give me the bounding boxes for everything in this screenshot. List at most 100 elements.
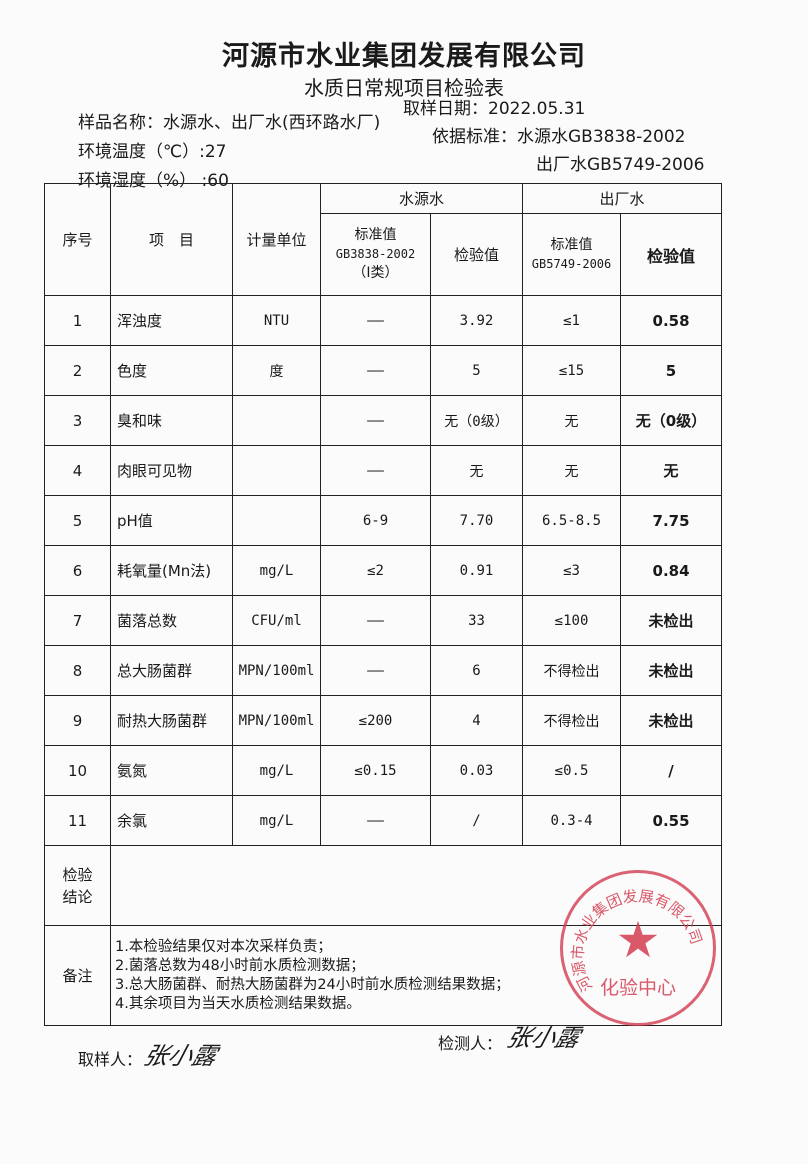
sample-name: 样品名称：水源水、出厂水(西环路水厂) bbox=[78, 113, 381, 133]
row-source-value: 无 bbox=[429, 445, 524, 496]
row-output-standard: ≤100 bbox=[522, 595, 622, 646]
source-standard-code: GB3838-2002 bbox=[335, 247, 416, 261]
row-unit: MPN/100ml bbox=[232, 645, 321, 696]
table-row: 9 耐热大肠菌群 MPN/100ml ≤200 4 不得检出 未检出 bbox=[44, 695, 723, 746]
row-unit: mg/L bbox=[232, 795, 321, 846]
inspection-table: 序号 项 目 计量单位 水源水 出厂水 标准值 GB3838-2002 （Ⅰ类）… bbox=[44, 183, 723, 1026]
row-output-standard: 无 bbox=[522, 395, 622, 446]
row-source-value: 33 bbox=[429, 595, 524, 646]
row-output-value: 无 bbox=[620, 445, 723, 496]
header-no: 序号 bbox=[44, 183, 111, 296]
header-source-water: 水源水 bbox=[319, 183, 524, 214]
company-seal: 河源市水业集团发展有限公司 ★ 化验中心 bbox=[560, 870, 716, 1026]
row-no: 6 bbox=[44, 545, 111, 596]
row-output-standard: ≤15 bbox=[522, 345, 622, 396]
row-unit: 度 bbox=[232, 345, 321, 396]
row-no: 4 bbox=[44, 445, 111, 496]
row-item: 臭和味 bbox=[110, 395, 233, 446]
header-source-standard: 标准值 GB3838-2002 （Ⅰ类） bbox=[320, 213, 431, 296]
header-item: 项 目 bbox=[110, 183, 233, 296]
row-source-value: 7.70 bbox=[429, 495, 524, 546]
standard-source: 依据标准：水源水GB3838-2002 bbox=[432, 127, 686, 147]
note-item: 2.菌落总数为48小时前水质检测数据； bbox=[115, 957, 365, 974]
row-source-standard: —— bbox=[320, 295, 431, 346]
row-item: 肉眼可见物 bbox=[110, 445, 233, 496]
row-source-value: / bbox=[429, 795, 524, 846]
tester-label: 检测人： bbox=[438, 1034, 503, 1053]
row-source-standard: ≤2 bbox=[320, 545, 431, 596]
row-output-value: 未检出 bbox=[620, 645, 723, 696]
row-source-value: 5 bbox=[429, 345, 524, 396]
row-no: 2 bbox=[44, 345, 111, 396]
row-output-value: / bbox=[620, 745, 723, 796]
sampler-label: 取样人： bbox=[78, 1050, 143, 1069]
row-output-value: 无（0级） bbox=[620, 395, 723, 446]
header-output-value: 检验值 bbox=[620, 213, 723, 296]
row-source-standard: —— bbox=[320, 645, 431, 696]
row-source-standard: —— bbox=[320, 795, 431, 846]
notes-label: 备注 bbox=[44, 925, 111, 1026]
row-source-standard: ≤0.15 bbox=[320, 745, 431, 796]
row-output-value: 7.75 bbox=[620, 495, 723, 546]
table-row: 4 肉眼可见物 —— 无无无 bbox=[44, 445, 723, 496]
seal-ring-text: 河源市水业集团发展有限公司 bbox=[569, 887, 706, 995]
row-unit bbox=[232, 445, 321, 496]
row-output-standard: 6.5-8.5 bbox=[522, 495, 622, 546]
row-item: 氨氮 bbox=[110, 745, 233, 796]
row-source-value: 3.92 bbox=[429, 295, 524, 346]
row-item: 耐热大肠菌群 bbox=[110, 695, 233, 746]
row-no: 9 bbox=[44, 695, 111, 746]
row-unit: mg/L bbox=[232, 545, 321, 596]
row-output-standard: 不得检出 bbox=[522, 695, 622, 746]
row-no: 1 bbox=[44, 295, 111, 346]
header-output-water: 出厂水 bbox=[522, 183, 723, 214]
row-output-value: 0.58 bbox=[620, 295, 723, 346]
row-no: 11 bbox=[44, 795, 111, 846]
row-item: 总大肠菌群 bbox=[110, 645, 233, 696]
row-output-standard: ≤0.5 bbox=[522, 745, 622, 796]
row-unit bbox=[232, 495, 321, 546]
row-output-standard: ≤3 bbox=[522, 545, 622, 596]
row-output-standard: 不得检出 bbox=[522, 645, 622, 696]
row-unit bbox=[232, 395, 321, 446]
row-item: 耗氧量(Mn法) bbox=[110, 545, 233, 596]
star-icon: ★ bbox=[615, 911, 661, 969]
row-output-standard: 0.3-4 bbox=[522, 795, 622, 846]
row-source-value: 4 bbox=[429, 695, 524, 746]
table-row: 3 臭和味 —— 无（0级）无无（0级） bbox=[44, 395, 723, 446]
note-item: 3.总大肠菌群、耐热大肠菌群为24小时前水质检测结果数据； bbox=[115, 976, 510, 993]
table-row: 5 pH值 6-9 7.70 6.5-8.5 7.75 bbox=[44, 495, 723, 546]
temperature: 环境温度（℃）:27 bbox=[78, 142, 227, 162]
header-unit: 计量单位 bbox=[232, 183, 321, 296]
row-item: 浑浊度 bbox=[110, 295, 233, 346]
row-output-standard: 无 bbox=[522, 445, 622, 496]
row-unit: mg/L bbox=[232, 745, 321, 796]
row-source-value: 6 bbox=[429, 645, 524, 696]
row-source-value: 0.91 bbox=[429, 545, 524, 596]
row-no: 3 bbox=[44, 395, 111, 446]
row-output-value: 0.55 bbox=[620, 795, 723, 846]
row-source-standard: —— bbox=[320, 595, 431, 646]
row-output-value: 0.84 bbox=[620, 545, 723, 596]
seal-center-text: 化验中心 bbox=[599, 977, 676, 999]
row-no: 7 bbox=[44, 595, 111, 646]
row-source-standard: —— bbox=[320, 445, 431, 496]
row-output-value: 未检出 bbox=[620, 595, 723, 646]
source-standard-label: 标准值 bbox=[354, 227, 397, 243]
row-output-standard: ≤1 bbox=[522, 295, 622, 346]
table-row: 8 总大肠菌群 MPN/100ml —— 6 不得检出 未检出 bbox=[44, 645, 723, 696]
row-source-value: 无（0级） bbox=[429, 395, 524, 446]
sample-date: 取样日期：2022.05.31 bbox=[403, 99, 586, 119]
table-row: 6 耗氧量(Mn法) mg/L ≤2 0.91 ≤3 0.84 bbox=[44, 545, 723, 596]
row-no: 5 bbox=[44, 495, 111, 546]
tester-signature: 张小露 bbox=[503, 1024, 584, 1052]
row-unit: CFU/ml bbox=[232, 595, 321, 646]
output-standard-label: 标准值 bbox=[550, 236, 593, 253]
row-item: pH值 bbox=[110, 495, 233, 546]
row-no: 10 bbox=[44, 745, 111, 796]
table-row: 2 色度度 —— 5 ≤15 5 bbox=[44, 345, 723, 396]
source-standard-class: （Ⅰ类） bbox=[352, 265, 399, 281]
table-row: 1 浑浊度 NTU —— 3.92 ≤1 0.58 bbox=[44, 295, 723, 346]
row-source-standard: —— bbox=[320, 395, 431, 446]
company-name: 河源市水业集团发展有限公司 bbox=[222, 41, 586, 72]
